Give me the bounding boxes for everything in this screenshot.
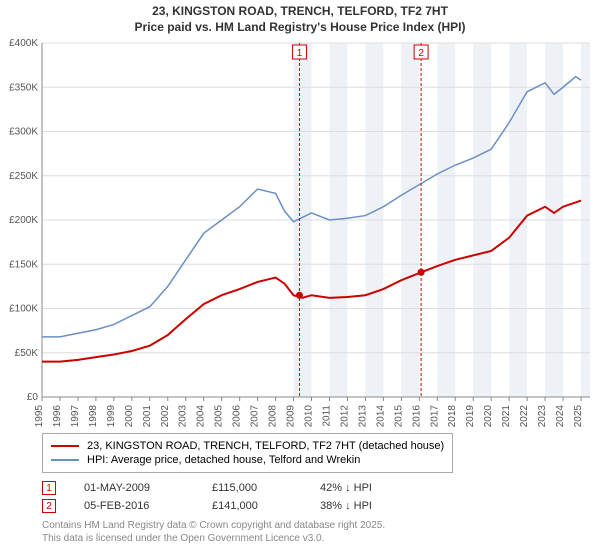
transaction-row-0: 1 01-MAY-2009 £115,000 42% ↓ HPI [42, 481, 600, 495]
svg-text:£200K: £200K [9, 215, 38, 226]
chart-area: £0 £50K £100K £150K £200K £250K £300K £350K £400… [0, 37, 600, 427]
svg-text:2025: 2025 [573, 405, 584, 427]
svg-text:£300K: £300K [9, 127, 38, 138]
transaction-hpi-1: 38% ↓ HPI [320, 500, 410, 512]
svg-text:2023: 2023 [537, 405, 548, 427]
svg-text:£150K: £150K [9, 259, 38, 270]
svg-text:2: 2 [418, 48, 424, 59]
transaction-date-1: 05-FEB-2016 [84, 500, 184, 512]
svg-text:2015: 2015 [393, 405, 404, 427]
svg-text:2005: 2005 [214, 405, 225, 427]
legend-row-1: HPI: Average price, detached house, Telf… [51, 454, 444, 466]
svg-text:2009: 2009 [286, 405, 297, 427]
svg-text:2000: 2000 [124, 405, 135, 427]
svg-text:1: 1 [297, 48, 303, 59]
svg-text:£250K: £250K [9, 171, 38, 182]
chart-svg: £0 £50K £100K £150K £200K £250K £300K £350K £400… [0, 37, 600, 427]
transaction-marker-0: 1 [42, 481, 56, 495]
chart-container: 23, KINGSTON ROAD, TRENCH, TELFORD, TF2 … [0, 0, 600, 560]
transactions-table: 1 01-MAY-2009 £115,000 42% ↓ HPI 2 05-FE… [42, 481, 600, 513]
svg-text:2002: 2002 [160, 405, 171, 427]
svg-text:£350K: £350K [9, 82, 38, 93]
svg-text:1996: 1996 [52, 405, 63, 427]
legend-swatch-0 [51, 445, 79, 447]
legend: 23, KINGSTON ROAD, TRENCH, TELFORD, TF2 … [42, 433, 453, 473]
transaction-price-1: £141,000 [212, 500, 292, 512]
transaction-date-0: 01-MAY-2009 [84, 482, 184, 494]
svg-text:2024: 2024 [555, 405, 566, 427]
svg-text:2011: 2011 [321, 405, 332, 427]
svg-text:2012: 2012 [339, 405, 350, 427]
footer: Contains HM Land Registry data © Crown c… [42, 519, 600, 545]
svg-text:2020: 2020 [483, 405, 494, 427]
svg-text:2016: 2016 [411, 405, 422, 427]
legend-label-1: HPI: Average price, detached house, Telf… [87, 454, 360, 466]
footer-line-1: Contains HM Land Registry data © Crown c… [42, 519, 600, 532]
transaction-price-0: £115,000 [212, 482, 292, 494]
transaction-row-1: 2 05-FEB-2016 £141,000 38% ↓ HPI [42, 499, 600, 513]
svg-text:£400K: £400K [9, 38, 38, 49]
legend-swatch-1 [51, 459, 79, 461]
svg-text:1998: 1998 [88, 405, 99, 427]
svg-text:2004: 2004 [196, 405, 207, 427]
svg-text:2013: 2013 [357, 405, 368, 427]
svg-text:2001: 2001 [142, 405, 153, 427]
svg-text:2017: 2017 [429, 405, 440, 427]
footer-line-2: This data is licensed under the Open Gov… [42, 532, 600, 545]
svg-text:2018: 2018 [447, 405, 458, 427]
transaction-marker-1: 2 [42, 499, 56, 513]
transaction-hpi-0: 42% ↓ HPI [320, 482, 410, 494]
svg-text:£100K: £100K [9, 304, 38, 315]
svg-text:2010: 2010 [304, 405, 315, 427]
legend-label-0: 23, KINGSTON ROAD, TRENCH, TELFORD, TF2 … [87, 440, 444, 452]
svg-text:£50K: £50K [15, 348, 39, 359]
svg-text:2003: 2003 [178, 405, 189, 427]
title-block: 23, KINGSTON ROAD, TRENCH, TELFORD, TF2 … [0, 0, 600, 37]
svg-text:2006: 2006 [232, 405, 243, 427]
svg-text:1999: 1999 [106, 405, 117, 427]
svg-text:2007: 2007 [250, 405, 261, 427]
legend-row-0: 23, KINGSTON ROAD, TRENCH, TELFORD, TF2 … [51, 440, 444, 452]
svg-text:1997: 1997 [70, 405, 81, 427]
svg-text:1995: 1995 [34, 405, 45, 427]
svg-text:2022: 2022 [519, 405, 530, 427]
svg-text:2008: 2008 [268, 405, 279, 427]
svg-text:2019: 2019 [465, 405, 476, 427]
title-line-1: 23, KINGSTON ROAD, TRENCH, TELFORD, TF2 … [0, 4, 600, 20]
svg-text:2014: 2014 [375, 405, 386, 427]
title-line-2: Price paid vs. HM Land Registry's House … [0, 20, 600, 36]
svg-text:£0: £0 [27, 392, 39, 403]
svg-text:2021: 2021 [501, 405, 512, 427]
